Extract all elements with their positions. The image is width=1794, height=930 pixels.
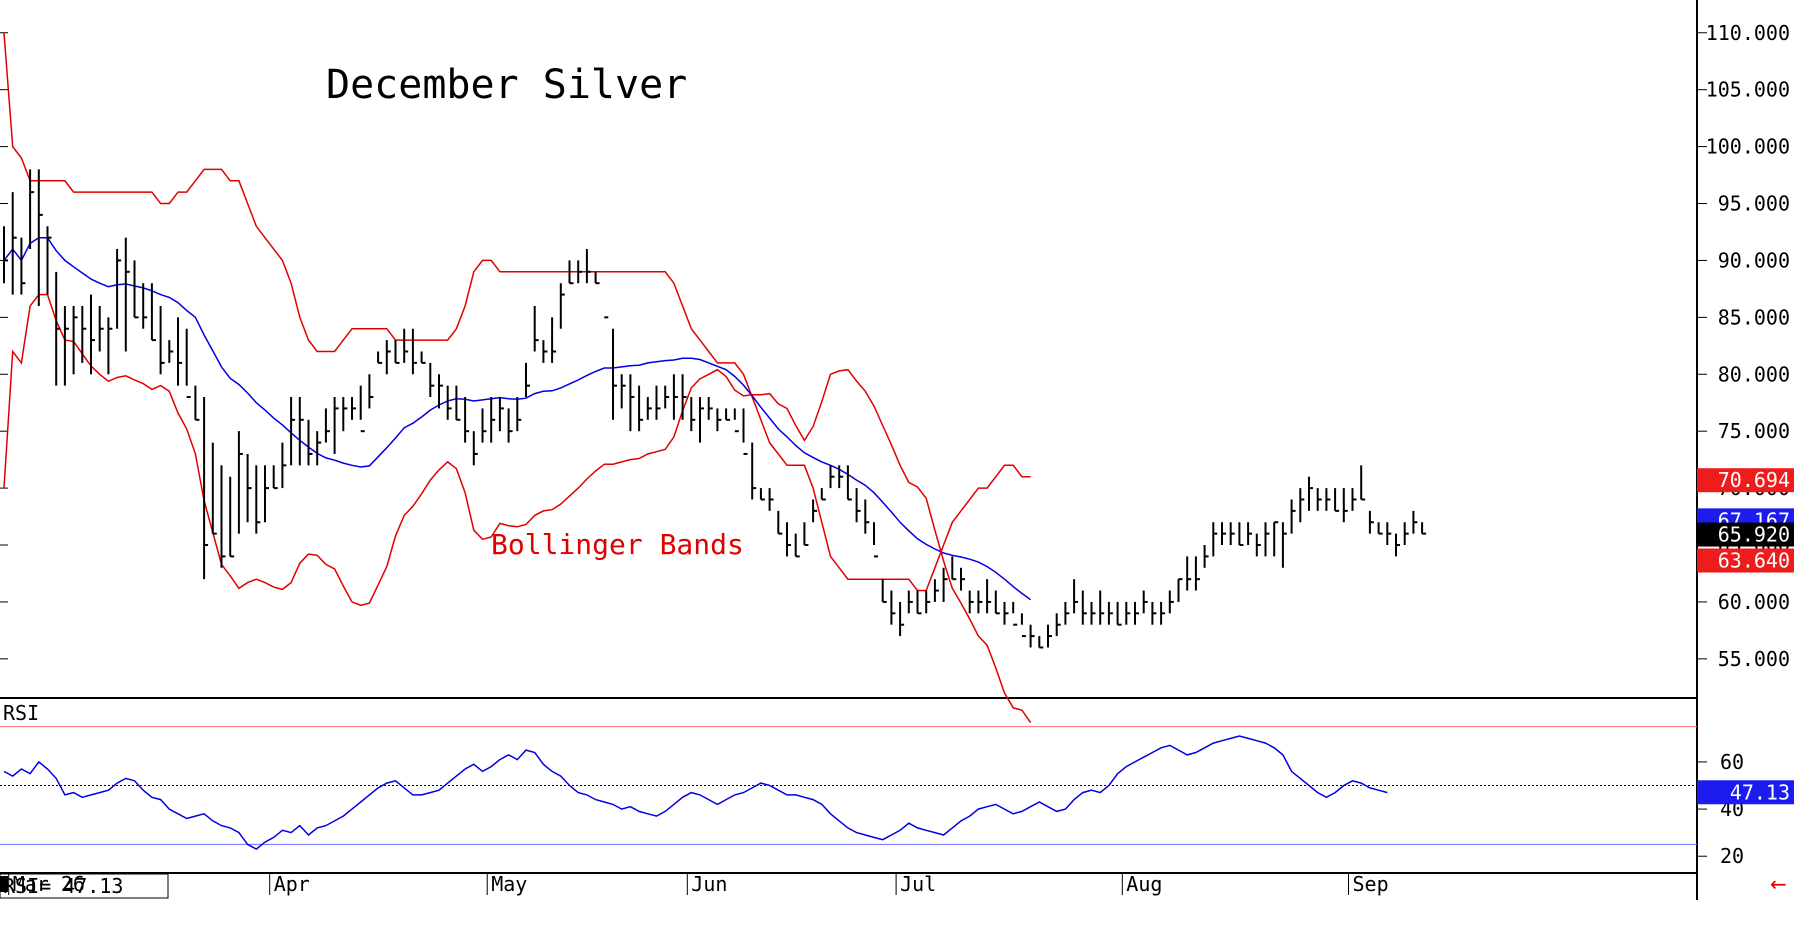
- price-tick-label: 60.000: [1718, 590, 1790, 614]
- scroll-left-marker[interactable]: [0, 876, 8, 892]
- rsi-value-badge: [1697, 780, 1794, 805]
- price-tick-label: 100.000: [1706, 135, 1790, 159]
- price-tick-label: 105.000: [1706, 78, 1790, 102]
- rsi-readout: RSI= 47.13: [3, 874, 123, 898]
- price-tick-label: 80.000: [1718, 362, 1790, 386]
- lower-band-line: [3, 293, 1032, 724]
- chart-title: December Silver: [326, 62, 687, 108]
- price-badge-label: 63.640: [1718, 548, 1790, 572]
- rsi-badge-label: 47.13: [1730, 780, 1790, 804]
- price-badge-label: 70.694: [1718, 468, 1790, 492]
- x-tick-label: Mar 26: [13, 872, 85, 896]
- rsi-badge: 47.13: [1697, 780, 1794, 805]
- price-bars: [3, 169, 1427, 649]
- x-tick-label: Aug: [1126, 872, 1162, 896]
- price-badge-label: 65.920: [1718, 523, 1790, 547]
- x-axis-labels: Mar 26 Apr May Jun Jul Aug Sep: [8, 872, 1389, 896]
- price-badge: [1697, 548, 1794, 573]
- upper-band-line: [3, 32, 1031, 592]
- rsi-reference-lines: [0, 726, 1697, 845]
- bollinger-annotation: Bollinger Bands: [491, 528, 744, 561]
- price-tick-label: 90.000: [1718, 248, 1790, 272]
- price-tick-label: 55.000: [1718, 647, 1790, 671]
- price-tick-label: 95.000: [1718, 192, 1790, 216]
- price-tick-label: 85.000: [1718, 305, 1790, 329]
- rsi-panel-label: RSI: [3, 701, 39, 725]
- scroll-right-arrow-icon[interactable]: ←: [1770, 872, 1787, 896]
- rsi-tick-label: 60: [1720, 750, 1744, 774]
- x-tick-label: Apr: [274, 872, 310, 896]
- rsi-readout-box: [0, 873, 169, 899]
- rsi-series-line: [3, 735, 1388, 850]
- price-badge: [1697, 522, 1794, 547]
- x-tick-label: Sep: [1353, 872, 1389, 896]
- x-tick-label: May: [491, 872, 527, 896]
- rsi-line: [3, 735, 1388, 850]
- price-tick-label: 75.000: [1718, 419, 1790, 443]
- price-badge: [1697, 468, 1794, 493]
- x-tick-label: Jun: [691, 872, 727, 896]
- x-tick-label: Jul: [900, 872, 936, 896]
- rsi-tick-label: 20: [1720, 844, 1744, 868]
- price-tick-label: 110.000: [1706, 21, 1790, 45]
